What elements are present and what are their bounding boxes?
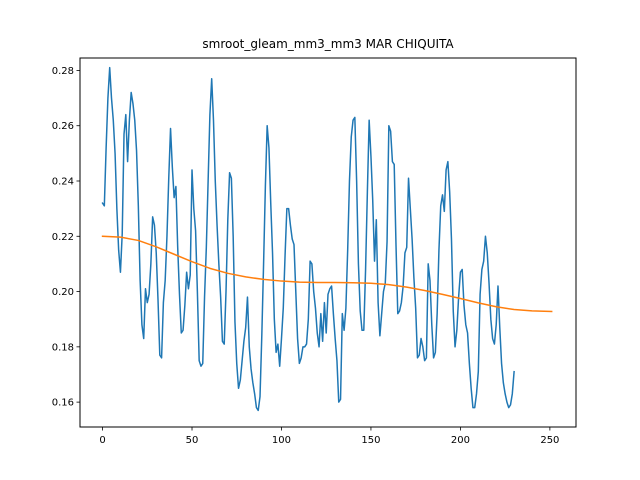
y-tick-label: 0.22 bbox=[52, 232, 74, 243]
series-line-1 bbox=[101, 235, 553, 313]
y-tick-label: 0.26 bbox=[52, 121, 74, 132]
x-tick-label: 150 bbox=[361, 435, 380, 446]
series-line-0 bbox=[101, 66, 515, 412]
y-tick-label: 0.18 bbox=[52, 342, 74, 353]
y-tick-label: 0.28 bbox=[52, 66, 74, 77]
y-axis: 0.16 0.18 0.20 0.22 0.24 0.26 0.28 bbox=[52, 66, 80, 409]
y-tick-label: 0.24 bbox=[52, 177, 74, 188]
x-tick-label: 0 bbox=[99, 435, 105, 446]
x-axis: 0 50 100 150 200 250 bbox=[99, 427, 559, 446]
x-tick-label: 100 bbox=[272, 435, 291, 446]
x-tick-label: 50 bbox=[186, 435, 199, 446]
x-tick-label: 200 bbox=[451, 435, 470, 446]
chart-title: smroot_gleam_mm3_mm3 MAR CHIQUITA bbox=[202, 37, 454, 51]
plot-area-frame bbox=[79, 57, 577, 428]
series-layer bbox=[101, 66, 553, 412]
y-tick-label: 0.20 bbox=[52, 287, 74, 298]
x-tick-label: 250 bbox=[540, 435, 559, 446]
y-tick-label: 0.16 bbox=[52, 398, 74, 409]
